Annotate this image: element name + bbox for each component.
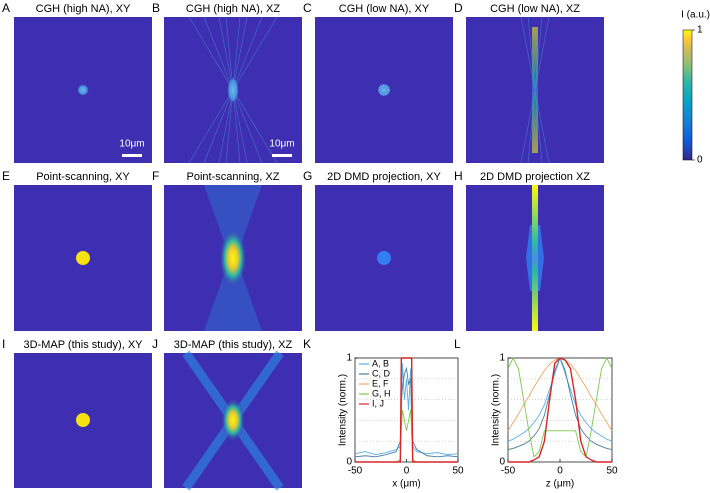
legend-label: E, F [372,378,389,388]
legend-label: I, J [372,398,384,408]
colorbar-tick-label: 1 [697,25,703,36]
colorbar-label: I (a.u.) [681,10,710,21]
plot-area [354,357,459,463]
panel-title: CGH (high NA), XZ [186,3,280,15]
x-tick-label: -50 [348,466,363,477]
x-axis-label: x (μm) [392,479,421,490]
image-f [164,185,302,331]
series-line [508,357,612,463]
scale-label: 10μm [119,139,144,150]
spot [77,84,89,96]
x-axis-label: z (μm) [546,479,575,490]
panel-letter: D [454,1,463,15]
x-tick-label: 0 [404,466,410,477]
legend-label: A, B [372,358,389,368]
series-line [354,363,459,456]
panel-title: CGH (high NA), XY [36,3,131,15]
panel-title: 3D-MAP (this study), XZ [174,339,293,351]
focus [221,398,245,442]
scale-bar [122,154,142,157]
y-axis-label: Intensity (norm.) [491,374,502,446]
x-tick-label: 50 [452,466,464,477]
image-e [14,185,152,331]
image-g [315,185,453,331]
series-line [355,357,458,463]
streak [532,185,538,331]
panel-letter: G [303,169,312,183]
scale-label: 10μm [269,139,294,150]
panel-letter: H [454,169,463,183]
scale-bar [272,154,292,157]
speckle [378,84,390,96]
y-tick-label: 1 [346,353,352,364]
series-line [507,356,613,458]
colorbar [682,29,693,161]
image-j [164,350,302,491]
panel-title: Point-scanning, XY [36,171,130,183]
panel-letter: B [152,1,160,15]
y-tick-label: 0 [499,457,505,468]
spot [76,413,90,427]
panel-letter: F [152,169,159,183]
panel-title: 3D-MAP (this study), XY [24,339,144,351]
panel-letter: K [303,337,311,351]
panel-letter: I [2,337,5,351]
panel-letter: A [2,1,10,15]
panel-title: CGH (low NA), XY [339,3,430,15]
spot [227,76,239,104]
x-tick-label: 0 [557,466,563,477]
image-a: 10μm [14,17,152,163]
y-axis-label: Intensity (norm.) [338,374,349,446]
x-tick-label: 50 [606,466,618,477]
panel-letter: E [2,169,10,183]
image-b: 10μm [164,16,302,164]
streak [532,27,538,153]
focus [219,228,247,288]
image-d [466,16,604,164]
image-i [14,353,152,488]
image-h [466,185,604,331]
y-tick-label: 1 [499,353,505,364]
image-c [315,17,453,163]
panel-letter: C [303,1,312,15]
plot-area [507,357,613,463]
spot [76,251,90,265]
spot [377,83,391,97]
colorbar-tick-label: 0 [697,155,703,166]
series-line [354,366,459,458]
panel-letter: J [152,337,158,351]
y-tick-label: 0 [346,457,352,468]
panel-letter: L [454,337,461,351]
panel-title: 2D DMD projection, XY [327,171,441,183]
spot [377,251,391,265]
x-tick-label: -50 [501,466,516,477]
legend-label: G, H [372,388,391,398]
legend-label: C, D [372,368,391,378]
panel-title: 2D DMD projection XZ [480,171,590,183]
panel-title: Point-scanning, XZ [187,171,280,183]
panel-title: CGH (low NA), XZ [490,3,580,15]
